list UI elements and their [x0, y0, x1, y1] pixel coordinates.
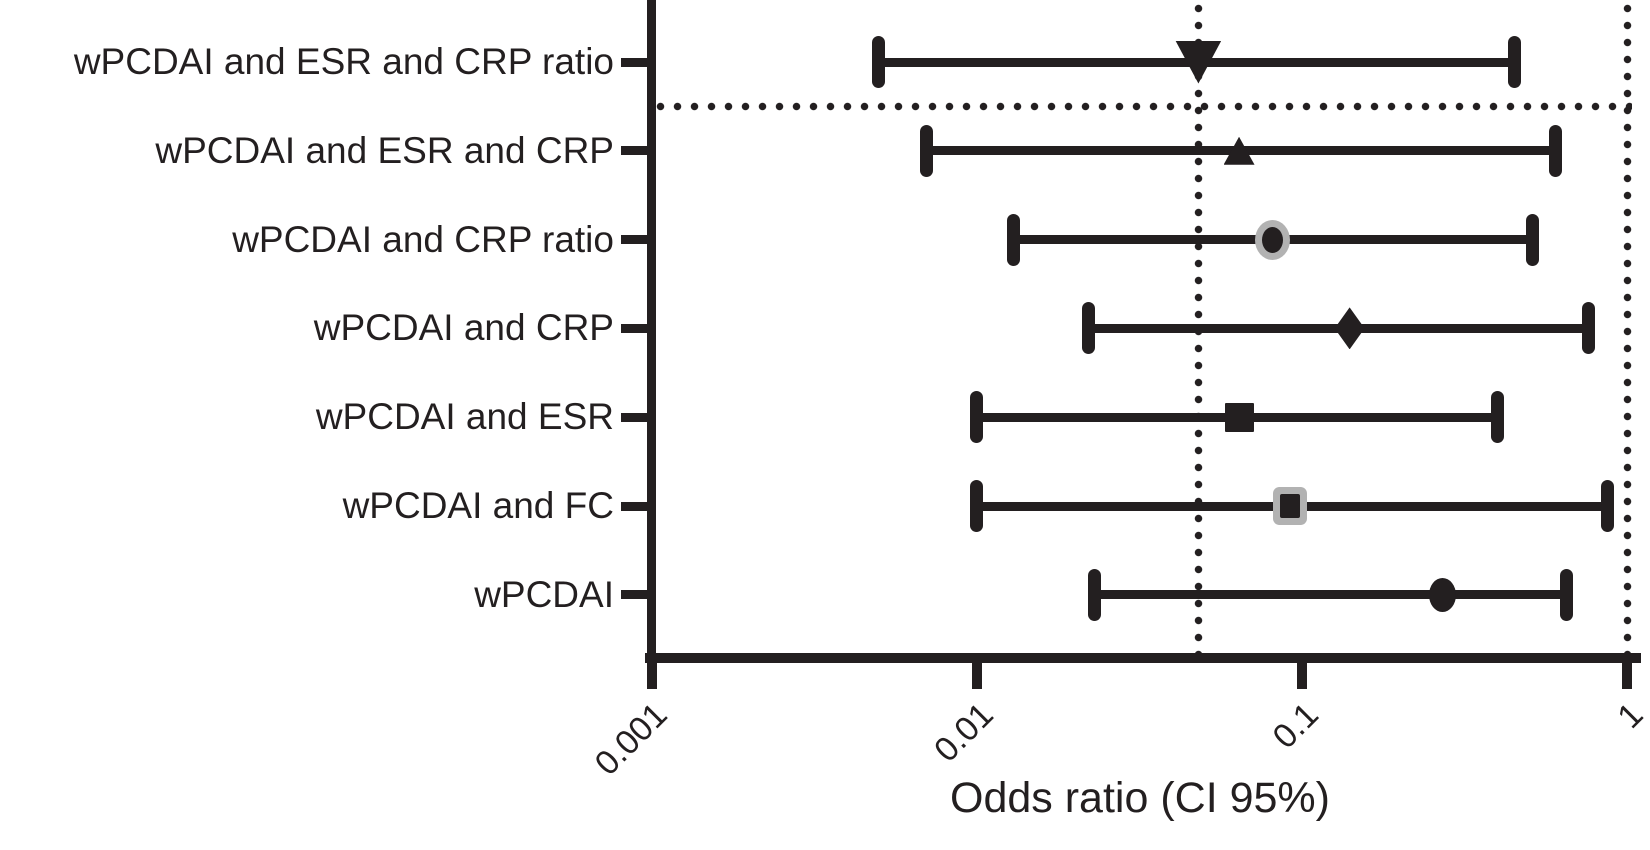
x-tick-label-wrap: 0.001: [448, 695, 675, 783]
row-label-wpcdai-and-crp-ratio: wPCDAI and CRP ratio: [232, 218, 614, 260]
y-tick: [621, 146, 651, 156]
ci-line: [1094, 590, 1567, 600]
row-label-wpcdai: wPCDAI: [474, 573, 614, 615]
ci-cap-low: [1007, 213, 1021, 266]
x-tick-label: 0.001: [588, 695, 676, 783]
x-tick-1: [1622, 661, 1633, 689]
y-tick: [621, 412, 651, 422]
ci-cap-low: [919, 124, 933, 177]
ci-cap-high: [1548, 124, 1562, 177]
x-tick-label: 1: [1610, 695, 1650, 736]
x-tick-label: 0.1: [1265, 695, 1326, 756]
ci-cap-high: [1508, 36, 1522, 88]
x-axis-title: Odds ratio (CI 95%): [950, 774, 1330, 822]
ci-cap-high: [1491, 391, 1505, 444]
ci-cap-low: [970, 480, 984, 532]
ci-cap-low: [872, 36, 886, 88]
y-tick: [621, 501, 651, 511]
marker-square: [1224, 402, 1254, 432]
ci-cap-low: [970, 391, 984, 444]
marker-circle: [1428, 577, 1456, 612]
ci-cap-high: [1525, 213, 1539, 266]
row-label-wpcdai-and-esr-and-crp: wPCDAI and ESR and CRP: [155, 129, 614, 171]
y-tick: [621, 235, 651, 245]
x-tick-0.01: [971, 661, 982, 689]
x-tick-0.001: [646, 661, 657, 689]
ci-cap-high: [1582, 302, 1596, 355]
marker-diamond: [1334, 307, 1365, 350]
x-tick-label-wrap: 1: [1423, 695, 1650, 739]
x-tick-label-wrap: 0.1: [1098, 695, 1325, 756]
marker-square-gray-ring: [1280, 494, 1301, 518]
x-axis-line: [645, 653, 1641, 663]
marker-circle-gray-ring: [1261, 226, 1283, 253]
y-axis-line: [647, 0, 656, 663]
ci-cap-high: [1560, 568, 1574, 621]
row-label-wpcdai-and-esr-and-crp-ratio: wPCDAI and ESR and CRP ratio: [73, 41, 614, 82]
x-tick-label-wrap: 0.01: [773, 695, 1001, 770]
x-tick-0.1: [1297, 661, 1308, 689]
ci-cap-low: [1081, 302, 1095, 355]
ci-cap-low: [1087, 568, 1101, 621]
separator-dotted-line: [652, 102, 1632, 111]
reference-line-or-1: [1622, 0, 1632, 653]
ci-cap-high: [1601, 480, 1615, 532]
y-tick: [621, 323, 651, 333]
row-label-wpcdai-and-esr: wPCDAI and ESR: [315, 396, 614, 438]
y-tick: [621, 57, 651, 67]
y-tick: [621, 590, 651, 600]
row-label-wpcdai-and-crp: wPCDAI and CRP: [313, 307, 614, 349]
x-tick-label: 0.01: [926, 695, 1001, 770]
row-label-wpcdai-and-fc: wPCDAI and FC: [342, 485, 614, 526]
